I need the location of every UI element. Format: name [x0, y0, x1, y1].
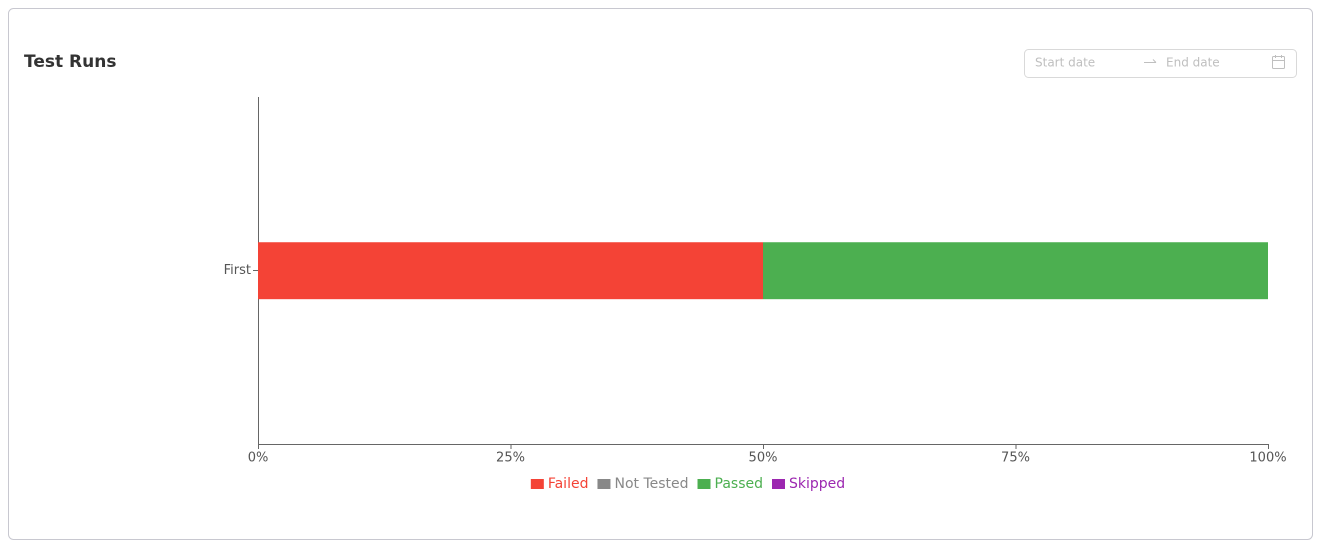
start-date-input[interactable]: Start date — [1035, 56, 1095, 70]
legend-swatch — [697, 479, 711, 489]
legend-label: Skipped — [789, 476, 845, 492]
legend-swatch — [772, 479, 785, 489]
x-tick-label: 75% — [1001, 451, 1030, 466]
legend-label: Not Tested — [614, 476, 688, 492]
x-tick-label: 25% — [496, 451, 525, 466]
end-date-input[interactable]: End date — [1166, 56, 1220, 70]
date-picker-box[interactable] — [1024, 49, 1297, 78]
bar-segment — [258, 242, 763, 300]
bar-segment — [763, 242, 1268, 300]
legend-swatch — [597, 479, 611, 489]
legend-label: Passed — [715, 476, 763, 492]
legend-label: Failed — [548, 476, 589, 492]
x-tick-label: 50% — [749, 451, 778, 466]
date-picker[interactable]: Start date End date — [1024, 49, 1297, 78]
y-tick-label: First — [224, 263, 251, 278]
x-tick-label: 0% — [248, 451, 269, 466]
x-tick-label: 100% — [1249, 451, 1286, 466]
card-title: Test Runs — [24, 52, 116, 72]
range-arrow — [1144, 59, 1157, 63]
calendar-icon — [1272, 55, 1285, 69]
legend-swatch — [530, 479, 544, 489]
